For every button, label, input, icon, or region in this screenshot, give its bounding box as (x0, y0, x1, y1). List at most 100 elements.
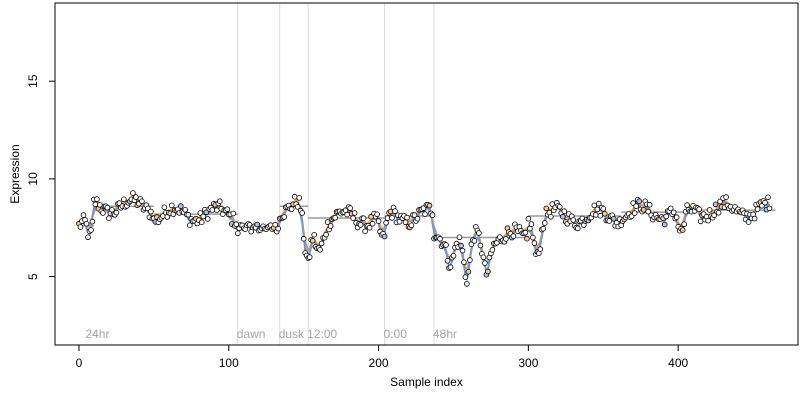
data-point (471, 238, 478, 244)
x-axis: 0 100 200 300 400 (76, 344, 688, 370)
data-point (531, 240, 538, 246)
data-point (429, 212, 436, 218)
data-point (541, 220, 548, 226)
data-point (681, 221, 687, 228)
data-point (366, 224, 373, 231)
data-point (723, 194, 729, 200)
x-tick-label: 200 (369, 356, 389, 370)
region-labels: 24hr dawn dusk 12:00 0:00 48hr (85, 327, 457, 341)
data-point (443, 242, 449, 248)
data-point (476, 230, 482, 236)
data-point (272, 221, 279, 228)
data-point (456, 234, 463, 241)
data-point (306, 254, 313, 260)
data-point (640, 207, 647, 213)
data-point (197, 210, 204, 216)
data-point (437, 235, 443, 242)
data-point (426, 202, 433, 209)
data-point (543, 205, 550, 212)
data-point (477, 242, 484, 249)
data-point (224, 206, 231, 213)
data-point (121, 196, 127, 203)
data-point (489, 247, 496, 253)
data-point (570, 217, 577, 223)
data-point (667, 205, 674, 212)
data-point (323, 231, 329, 238)
y-axis-title: Expression (8, 144, 22, 203)
data-point (679, 227, 686, 233)
data-point (540, 225, 547, 232)
data-point (601, 210, 608, 217)
data-point (109, 207, 115, 213)
data-point (636, 198, 642, 205)
region-label: dawn (237, 327, 266, 341)
data-point (510, 233, 517, 239)
data-point (482, 260, 488, 266)
data-point (139, 198, 145, 205)
region-label: 12:00 (307, 327, 337, 341)
data-point (712, 201, 719, 208)
data-point (645, 208, 651, 215)
data-point (547, 214, 554, 220)
data-point (362, 228, 368, 235)
data-point (673, 214, 680, 221)
data-point (525, 215, 532, 222)
data-point (317, 247, 323, 253)
x-tick-label: 0 (76, 356, 83, 370)
region-boundaries (237, 3, 435, 345)
data-point (524, 235, 530, 242)
data-point (663, 213, 669, 220)
data-point (766, 205, 773, 212)
data-point (92, 201, 99, 208)
data-point (324, 219, 331, 225)
data-point (684, 202, 690, 208)
data-point (392, 208, 398, 214)
data-point (661, 221, 668, 228)
data-point (344, 211, 350, 218)
data-point (414, 215, 421, 222)
data-point (300, 235, 307, 242)
data-point (230, 210, 237, 217)
data-point (351, 210, 358, 216)
data-point (291, 193, 298, 200)
data-point (528, 221, 535, 227)
data-point (347, 205, 353, 211)
data-point (83, 221, 90, 227)
data-point (404, 214, 410, 221)
data-point (88, 227, 94, 233)
data-point (631, 210, 638, 216)
data-point (705, 217, 711, 224)
data-point (85, 234, 91, 241)
data-point (444, 257, 451, 264)
data-point (458, 242, 464, 249)
data-point (299, 210, 306, 216)
data-point (199, 219, 205, 226)
data-point (485, 268, 491, 275)
data-point (104, 204, 111, 211)
data-point (537, 246, 544, 253)
data-point (480, 254, 487, 261)
data-point (595, 200, 602, 207)
data-point (113, 209, 120, 216)
data-point (383, 220, 389, 226)
data-point (309, 237, 316, 244)
data-point (381, 233, 388, 240)
data-point (597, 212, 604, 219)
data-point (369, 220, 376, 227)
region-label: 0:00 (384, 327, 408, 341)
data-point (522, 229, 529, 236)
data-point (357, 222, 364, 228)
y-tick-label: 10 (26, 172, 40, 186)
data-point (402, 219, 409, 226)
y-tick-label: 15 (26, 74, 40, 88)
data-point (350, 215, 356, 221)
x-axis-title: Sample index (390, 375, 463, 389)
data-point (97, 202, 103, 208)
data-point (375, 218, 382, 224)
data-point (209, 207, 216, 213)
data-point (89, 218, 96, 225)
data-point (465, 268, 472, 275)
data-point (646, 201, 653, 208)
region-label: 24hr (85, 327, 109, 341)
data-point (161, 204, 168, 211)
